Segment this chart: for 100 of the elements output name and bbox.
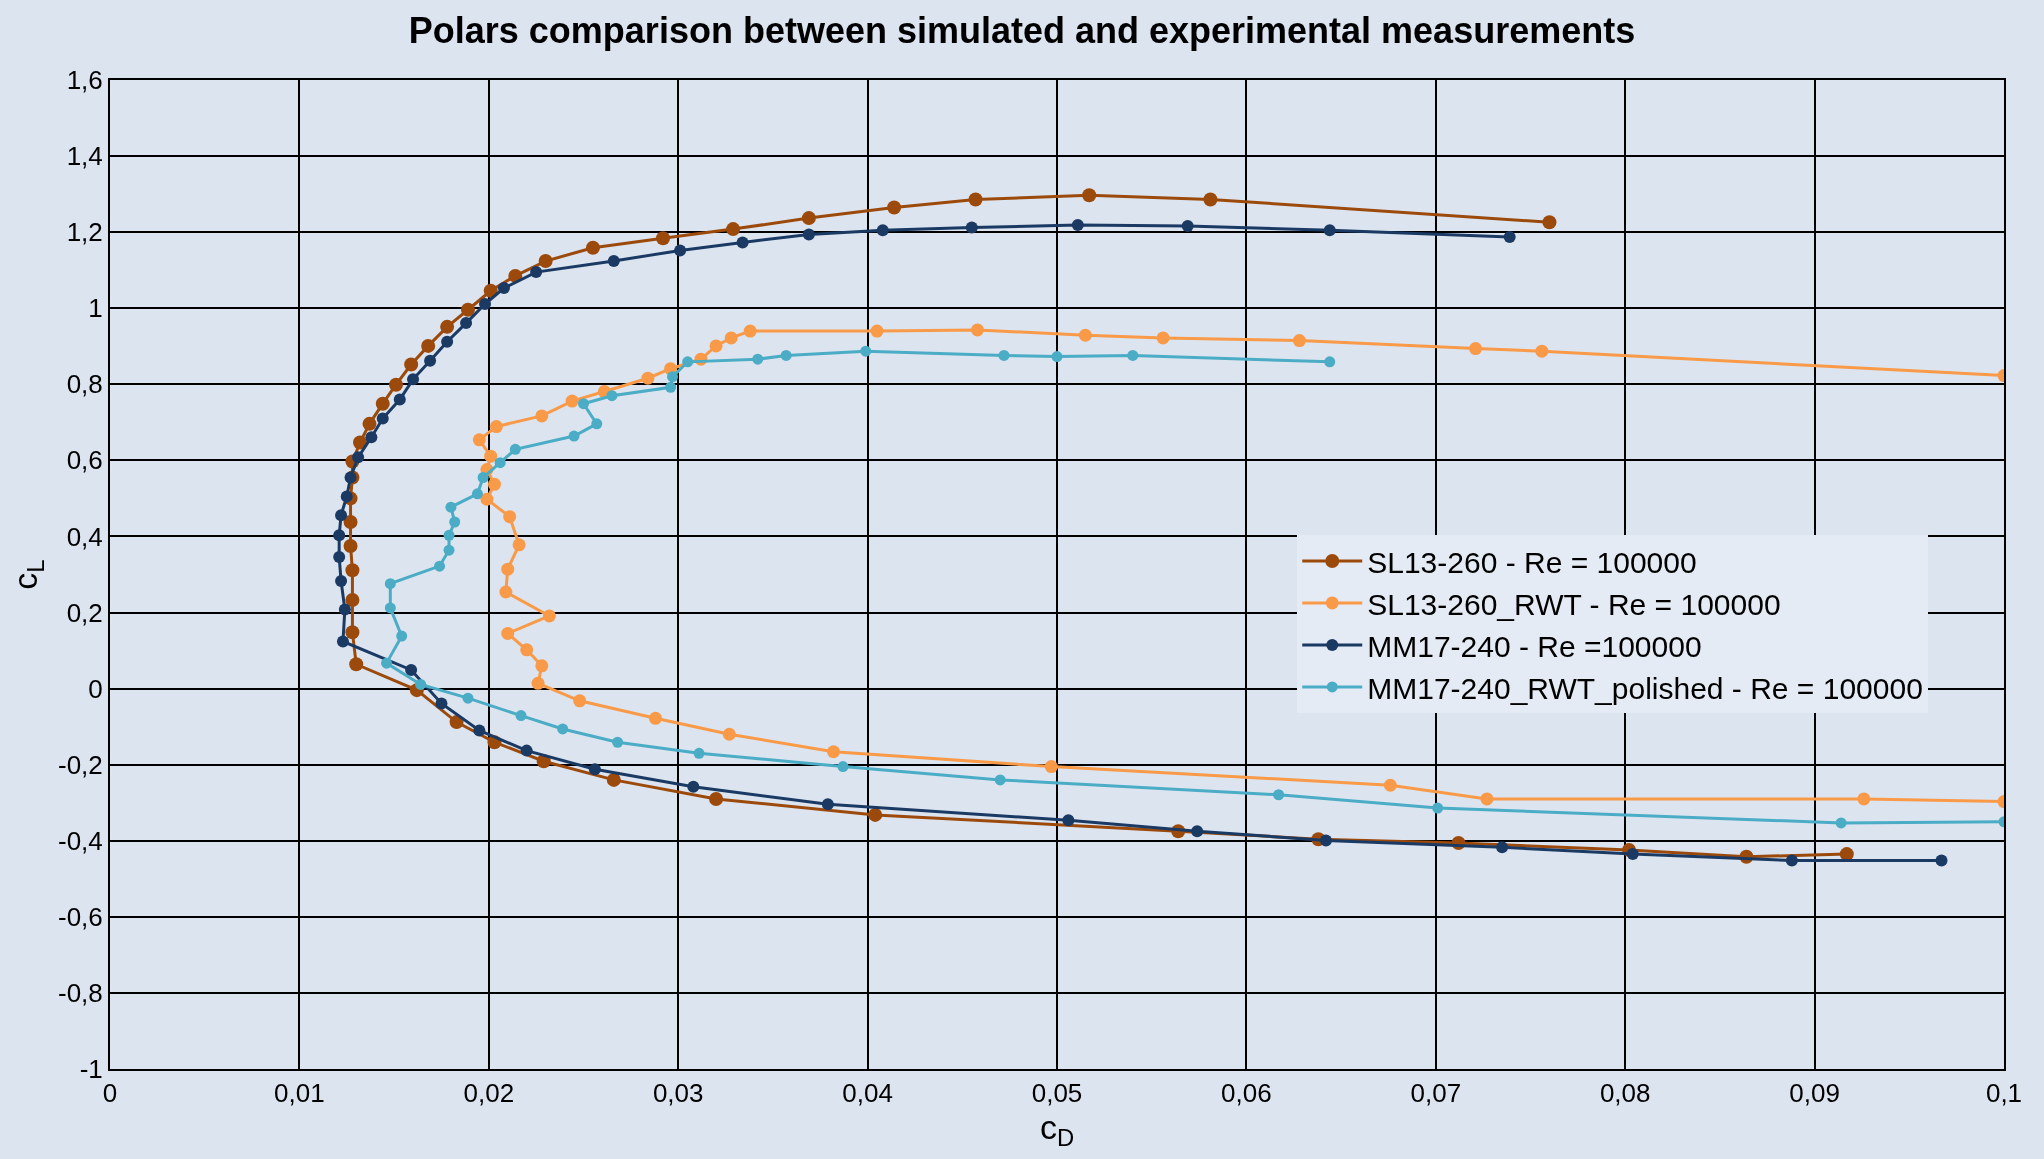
point	[365, 431, 378, 444]
point	[641, 371, 655, 385]
point	[345, 592, 360, 607]
point	[724, 331, 738, 345]
point	[578, 398, 589, 410]
legend-label: SL13-260 - Re = 100000	[1367, 545, 1697, 579]
x-tick-label: 0,04	[842, 1078, 893, 1109]
x-tick-label: 0,03	[652, 1078, 704, 1109]
x-axis-title: c$_{D}$	[1039, 1108, 1075, 1152]
point	[1156, 331, 1170, 345]
point	[606, 772, 621, 787]
point	[405, 663, 418, 676]
point	[489, 420, 503, 434]
point	[1480, 792, 1494, 806]
point	[535, 659, 549, 673]
point	[821, 798, 834, 811]
point	[435, 697, 448, 710]
point	[827, 745, 841, 759]
point	[499, 585, 513, 599]
point	[860, 345, 872, 357]
point	[434, 560, 446, 572]
point	[588, 763, 601, 776]
point	[870, 324, 884, 338]
point	[1082, 188, 1097, 203]
point	[349, 657, 364, 672]
point	[994, 774, 1006, 786]
point	[591, 418, 603, 430]
point	[441, 335, 454, 348]
point	[736, 236, 749, 249]
point	[381, 657, 393, 669]
point	[384, 602, 396, 614]
point	[674, 244, 687, 257]
point	[512, 538, 526, 552]
point	[479, 298, 492, 311]
y-tick-label: -0,6	[57, 901, 103, 932]
point	[343, 538, 358, 553]
point	[1323, 224, 1336, 237]
point	[443, 529, 455, 541]
point	[404, 357, 419, 372]
point	[445, 501, 457, 513]
x-tick-label: 0,02	[463, 1078, 515, 1109]
y-tick-label: -0,8	[57, 978, 103, 1009]
point	[780, 349, 792, 361]
legend-label: MM17-240 - Re =100000	[1367, 629, 1702, 663]
point	[1191, 825, 1204, 838]
point	[352, 451, 365, 464]
point	[1432, 802, 1444, 814]
point	[407, 373, 420, 386]
point	[693, 747, 705, 759]
point	[656, 231, 671, 246]
x-tick-label: 0,09	[1789, 1078, 1840, 1109]
y-tick-label: 1	[88, 293, 103, 324]
point	[396, 630, 408, 642]
point	[1044, 760, 1058, 774]
point	[709, 791, 724, 806]
point	[722, 727, 736, 741]
point	[473, 724, 486, 737]
y-tick-label: 0	[88, 673, 103, 704]
point	[531, 676, 545, 690]
point	[573, 694, 587, 708]
point	[1051, 351, 1063, 363]
point	[345, 563, 360, 578]
y-tick-label: 0,2	[66, 597, 103, 628]
x-tick-label: 0,07	[1410, 1078, 1462, 1109]
point	[557, 723, 569, 735]
y-tick-label: 1,6	[66, 65, 103, 96]
point	[345, 625, 360, 640]
point	[509, 443, 521, 455]
point	[665, 381, 677, 393]
point	[802, 228, 815, 241]
point	[501, 562, 515, 576]
y-tick-label: -0,4	[57, 825, 103, 856]
point	[968, 192, 983, 207]
y-tick-label: -1	[79, 1054, 103, 1085]
point	[530, 266, 543, 279]
point	[837, 761, 849, 773]
point	[667, 371, 679, 383]
point	[1535, 344, 1549, 358]
point	[1496, 841, 1509, 854]
point	[535, 409, 549, 423]
point	[415, 678, 427, 690]
point	[487, 477, 501, 491]
point	[1062, 814, 1075, 827]
point	[868, 807, 883, 822]
point	[726, 222, 741, 237]
x-tick-label: 0,06	[1221, 1078, 1272, 1109]
point	[1857, 792, 1871, 806]
point	[568, 430, 580, 442]
point	[340, 490, 353, 503]
point	[389, 377, 403, 392]
point	[1935, 854, 1948, 867]
point	[335, 509, 348, 522]
point	[440, 319, 455, 334]
point	[449, 516, 461, 528]
point	[607, 255, 620, 268]
point	[1383, 778, 1397, 792]
point	[682, 356, 694, 368]
point	[501, 626, 515, 640]
point	[497, 282, 510, 295]
point	[480, 492, 494, 506]
